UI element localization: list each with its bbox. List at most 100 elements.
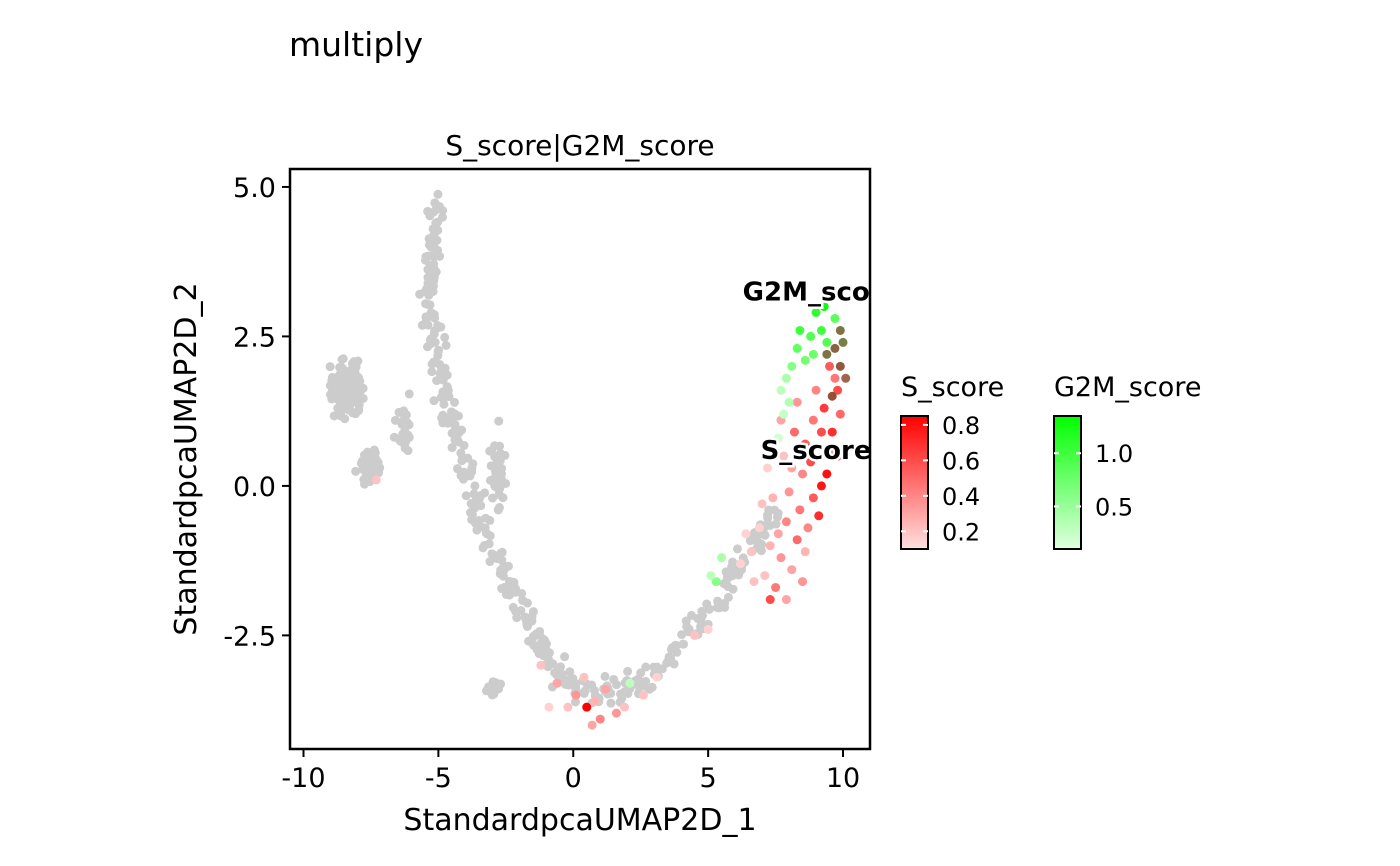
cell-point-background bbox=[433, 189, 443, 199]
cell-point-background bbox=[494, 416, 504, 426]
cell-point-background bbox=[486, 687, 496, 697]
cell-point-background bbox=[394, 407, 404, 417]
cell-point-background bbox=[529, 631, 539, 641]
cell-point-s-score bbox=[587, 720, 597, 730]
cell-point-background bbox=[496, 548, 506, 558]
cell-point-background bbox=[721, 578, 731, 588]
cell-point-background bbox=[437, 413, 447, 423]
cell-point-background bbox=[651, 665, 661, 675]
cell-point-both bbox=[838, 337, 848, 347]
cell-point-s-score bbox=[746, 547, 756, 557]
colorbar-tick-label: 0.4 bbox=[942, 483, 980, 511]
cell-point-g2m-score bbox=[784, 397, 794, 407]
x-axis: -10 -5 0 5 10 bbox=[281, 749, 860, 794]
cell-point-background bbox=[435, 369, 445, 379]
x-axis-label: StandardpcaUMAP2D_1 bbox=[403, 803, 756, 838]
cell-point-background bbox=[720, 602, 730, 612]
cell-point-s-score bbox=[822, 469, 832, 479]
cell-point-background bbox=[466, 499, 476, 509]
colorbar-tick-label: 1.0 bbox=[1095, 440, 1133, 468]
cell-point-s-score bbox=[765, 541, 775, 551]
cell-point-s-score bbox=[563, 702, 573, 712]
cell-point-background bbox=[498, 571, 508, 581]
cell-point-s-score bbox=[571, 690, 581, 700]
cell-point-both bbox=[830, 343, 840, 353]
cell-point-background bbox=[431, 267, 441, 277]
cell-point-background bbox=[535, 642, 545, 652]
cell-point-s-score bbox=[590, 696, 600, 706]
cell-point-both bbox=[841, 373, 851, 383]
cell-point-background bbox=[441, 390, 451, 400]
point-label: G2M_score bbox=[743, 278, 901, 308]
cell-point-s-score bbox=[760, 571, 770, 581]
cell-point-background bbox=[458, 453, 468, 463]
cell-point-background bbox=[423, 300, 433, 310]
cell-point-background bbox=[470, 481, 480, 491]
cell-point-s-score bbox=[762, 463, 772, 473]
cell-point-g2m-score bbox=[711, 577, 721, 587]
cell-point-background bbox=[482, 529, 492, 539]
cell-point-background bbox=[677, 630, 687, 640]
cell-point-background bbox=[339, 399, 349, 409]
cell-point-background bbox=[400, 439, 410, 449]
cell-point-g2m-score bbox=[787, 361, 797, 371]
cell-point-s-score bbox=[798, 469, 808, 479]
cell-point-s-score bbox=[787, 565, 797, 575]
cell-point-g2m-score bbox=[811, 308, 821, 318]
cell-point-background bbox=[639, 681, 649, 691]
cell-point-g2m-score bbox=[776, 385, 786, 395]
cell-point-s-score bbox=[703, 624, 713, 634]
colorbar-tick-label: 0.2 bbox=[942, 518, 980, 546]
cell-point-g2m-score bbox=[830, 313, 840, 323]
cell-point-background bbox=[499, 561, 509, 571]
cell-point-g2m-score bbox=[827, 284, 837, 294]
y-tick-label: 5.0 bbox=[233, 173, 276, 204]
cell-point-background bbox=[469, 489, 479, 499]
cell-point-s-score bbox=[757, 499, 767, 509]
cell-point-background bbox=[398, 429, 408, 439]
colorbar-tick-label: 0.6 bbox=[942, 447, 980, 475]
panel-subtitle: S_score|G2M_score bbox=[445, 129, 714, 162]
cell-point-s-score bbox=[690, 630, 700, 640]
cell-point-background bbox=[423, 206, 433, 216]
cell-point-background bbox=[582, 679, 592, 689]
cell-point-background bbox=[440, 332, 450, 342]
cell-point-background bbox=[669, 643, 679, 653]
cell-point-s-score bbox=[819, 403, 829, 413]
cell-point-background bbox=[422, 313, 432, 323]
cell-point-background bbox=[763, 510, 773, 520]
cell-point-s-score bbox=[800, 547, 810, 557]
cell-point-background bbox=[772, 512, 782, 522]
x-tick-label: 0 bbox=[565, 763, 582, 794]
cell-point-s-score bbox=[781, 595, 791, 605]
cell-point-background bbox=[431, 218, 441, 228]
cell-point-background bbox=[500, 450, 510, 460]
cell-point-background bbox=[679, 639, 689, 649]
y-tick-label: -2.5 bbox=[223, 621, 276, 652]
cell-point-both bbox=[835, 361, 845, 371]
cell-point-background bbox=[570, 697, 580, 707]
cell-point-background bbox=[461, 491, 471, 501]
cell-point-background bbox=[535, 626, 545, 636]
cell-point-s-score bbox=[835, 409, 845, 419]
cell-point-s-score bbox=[806, 457, 816, 467]
cell-point-background bbox=[432, 376, 442, 386]
scatter-points bbox=[325, 189, 851, 730]
cell-point-background bbox=[509, 577, 519, 587]
cell-point-g2m-score bbox=[819, 302, 829, 312]
cell-point-s-score bbox=[808, 415, 818, 425]
cell-point-s-score bbox=[811, 385, 821, 395]
cell-point-background bbox=[488, 679, 498, 689]
cell-point-background bbox=[565, 667, 575, 677]
cell-point-s-score bbox=[552, 678, 562, 688]
cell-point-s-score bbox=[795, 505, 805, 515]
cell-point-s-score bbox=[833, 385, 843, 395]
cell-point-s-score bbox=[798, 577, 808, 587]
cell-point-background bbox=[615, 689, 625, 699]
legend-title: G2M_score bbox=[1054, 372, 1201, 403]
cell-point-s-score bbox=[776, 553, 786, 563]
cell-point-background bbox=[636, 668, 646, 678]
cell-point-background bbox=[664, 652, 674, 662]
cell-point-background bbox=[430, 313, 440, 323]
